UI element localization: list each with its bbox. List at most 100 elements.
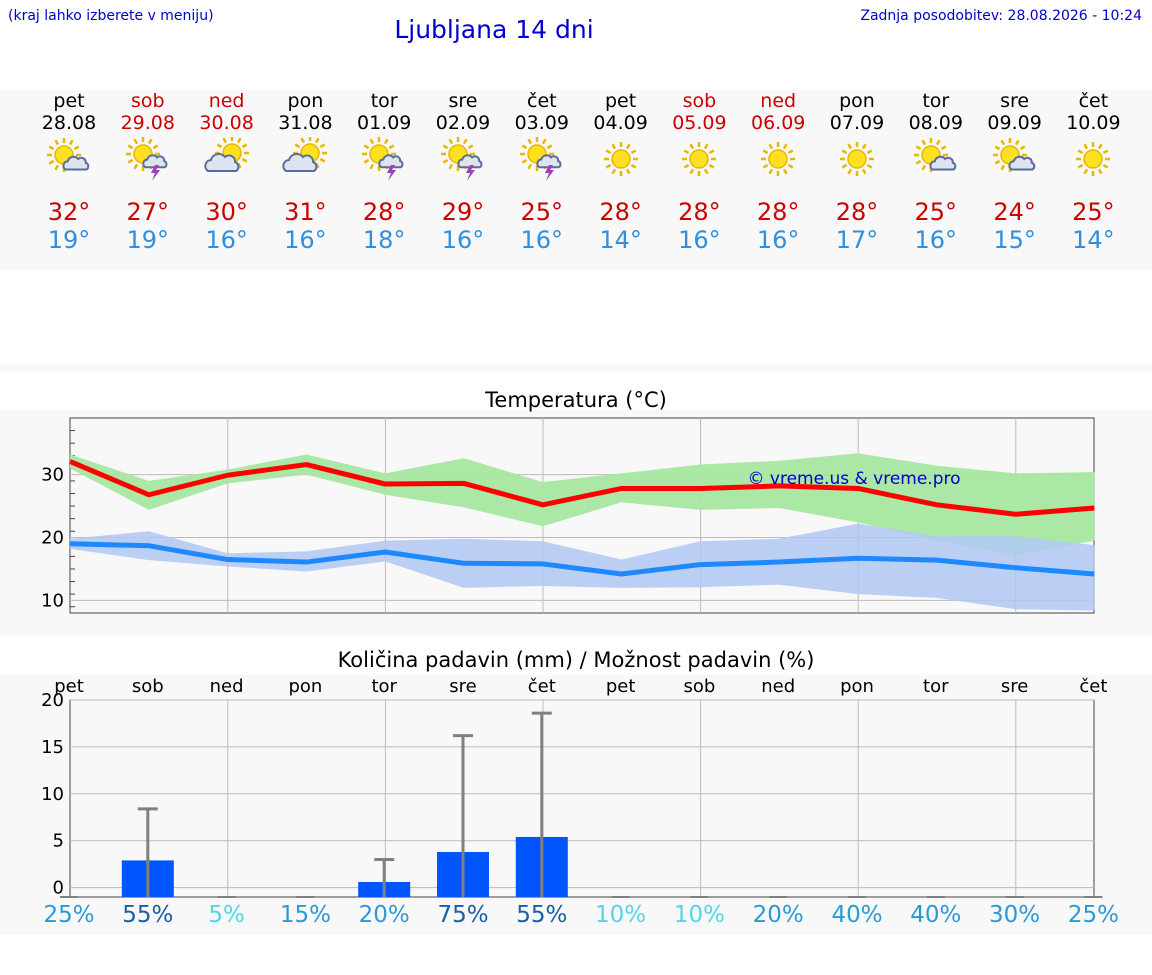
cloud-sun-icon — [202, 136, 252, 181]
day-name: ned — [760, 90, 797, 112]
location-hint: (kraj lahko izberete v meniju) — [8, 8, 214, 24]
day-name: tor — [370, 90, 398, 112]
min-temp: 14° — [599, 226, 642, 254]
y-tick-label: 15 — [41, 737, 64, 758]
y-tick-label: 10 — [41, 784, 64, 805]
day-temperatures: 25° 16° — [886, 198, 986, 254]
day-date: 02.09 — [435, 112, 491, 134]
day-name: sob — [682, 90, 717, 112]
x-tick-label: tor — [923, 676, 949, 697]
forecast-day: ned 06.09 — [728, 90, 828, 134]
max-temp: 24° — [993, 198, 1036, 226]
precipitation-probability: 40% — [831, 902, 883, 928]
max-temp: 31° — [284, 198, 327, 226]
day-date: 10.09 — [1066, 112, 1121, 134]
cloud-sun-icon — [280, 136, 330, 181]
x-tick-label: sre — [1001, 676, 1028, 697]
precipitation-probability: 40% — [910, 902, 962, 928]
sun-icon — [596, 137, 646, 181]
day-temperatures: 25° 14° — [1043, 198, 1143, 254]
precipitation-probability: 10% — [673, 902, 725, 928]
forecast-day: tor 01.09 — [334, 90, 434, 134]
day-date: 06.09 — [750, 112, 806, 134]
max-temp-range-band — [70, 453, 1095, 556]
max-temp: 32° — [47, 198, 91, 226]
day-name: pet — [53, 90, 85, 112]
probability-row: 25% 55% 5% 15% 20% 75% 55% 10% 10% 20% 40% 40% 30% 25… — [0, 902, 1152, 934]
y-tick-label: 5 — [53, 831, 64, 852]
day-temperatures: 25° 16° — [492, 198, 592, 254]
forecast-day: pet 28.08 — [19, 90, 119, 134]
min-temp: 19° — [47, 226, 91, 254]
x-tick-label: pon — [288, 676, 322, 697]
forecast-day: ned 30.08 — [177, 90, 277, 134]
day-date: 30.08 — [199, 112, 254, 134]
forecast-day: čet 10.09 — [1043, 90, 1143, 134]
sun-cloud-icon — [990, 137, 1040, 181]
day-temperatures: 30° 16° — [177, 198, 277, 254]
last-update: Zadnja posodobitev: 28.08.2026 - 10:24 — [860, 8, 1142, 24]
sun-storm-icon — [438, 137, 488, 181]
day-temperatures: 24° 15° — [965, 198, 1065, 254]
day-name: čet — [1078, 90, 1109, 112]
day-name: ned — [208, 90, 245, 112]
precipitation-probability: 55% — [122, 902, 174, 928]
sun-storm-icon — [517, 137, 567, 181]
precipitation-probability: 20% — [752, 902, 804, 928]
forecast-strip: pet 28.08 32° 19° sob 29.08 27° 19° ned 30.08 30° 1… — [0, 90, 1152, 270]
min-temp: 19° — [126, 226, 170, 254]
y-tick-label: 0 — [53, 878, 64, 899]
day-date: 29.08 — [120, 112, 175, 134]
day-name: pet — [604, 90, 637, 112]
day-date: 03.09 — [514, 112, 569, 134]
x-tick-label: sob — [683, 676, 715, 697]
forecast-day: sob 05.09 — [649, 90, 749, 134]
max-temp: 28° — [678, 198, 721, 226]
sun-storm-icon — [359, 137, 409, 181]
min-temp: 16° — [756, 226, 800, 254]
day-date: 07.09 — [829, 112, 885, 134]
day-name: čet — [527, 90, 557, 112]
y-tick-label: 10 — [41, 590, 64, 611]
y-tick-label: 20 — [41, 690, 64, 711]
x-tick-label: sre — [449, 676, 476, 697]
forecast-day: sre 02.09 — [413, 90, 513, 134]
temperature-chart-title: Temperatura (°C) — [485, 388, 667, 412]
precipitation-probability: 75% — [437, 902, 489, 928]
page-title: Ljubljana 14 dni — [394, 15, 594, 44]
sun-cloud-icon — [911, 137, 961, 181]
watermark: © vreme.us & vreme.pro — [747, 469, 960, 489]
day-date: 08.09 — [908, 112, 963, 134]
day-temperatures: 28° 14° — [571, 198, 671, 254]
sun-storm-icon — [123, 137, 173, 181]
y-tick-label: 30 — [41, 465, 64, 486]
day-date: 09.09 — [987, 112, 1042, 134]
x-tick-label: pet — [606, 676, 636, 697]
x-tick-label: pet — [54, 676, 84, 697]
max-temp: 27° — [126, 198, 170, 226]
precipitation-probability: 15% — [279, 902, 331, 928]
min-temp: 14° — [1072, 226, 1115, 254]
min-temp: 16° — [520, 226, 564, 254]
x-tick-label: sob — [132, 676, 164, 697]
sun-icon — [753, 137, 803, 181]
min-temp: 16° — [914, 226, 958, 254]
x-tick-label: ned — [210, 676, 244, 697]
day-date: 04.09 — [593, 112, 648, 134]
sun-icon — [1068, 137, 1118, 181]
day-temperatures: 32° 19° — [19, 198, 119, 254]
min-temp: 16° — [205, 226, 248, 254]
day-date: 31.08 — [278, 112, 333, 134]
day-name: tor — [922, 90, 950, 112]
min-temp-line — [69, 541, 1095, 577]
forecast-day: sre 09.09 — [965, 90, 1065, 134]
day-name: sre — [1000, 90, 1030, 112]
forecast-day: pon 07.09 — [807, 90, 907, 134]
sun-cloud-icon — [44, 137, 94, 181]
day-temperatures: 27° 19° — [98, 198, 198, 254]
plot-area — [69, 699, 1095, 898]
precipitation-probability: 25% — [1067, 902, 1119, 928]
day-temperatures: 28° 16° — [728, 198, 828, 254]
max-temp: 30° — [205, 198, 248, 226]
precipitation-probability: 55% — [516, 902, 568, 928]
